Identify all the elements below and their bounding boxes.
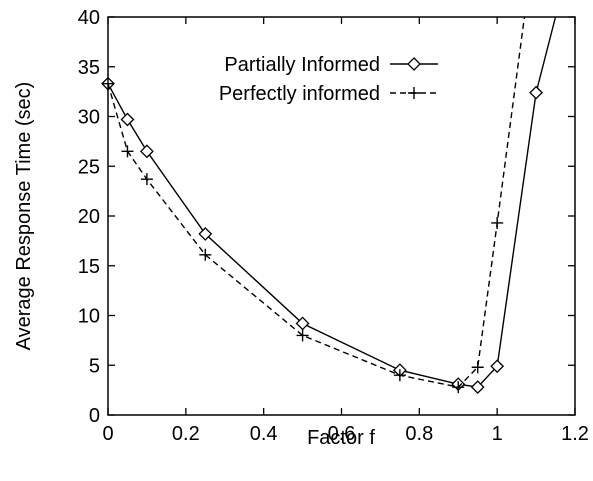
series-group — [101, 16, 557, 395]
y-tick-label: 20 — [78, 206, 100, 228]
x-tick-label: 0.4 — [250, 423, 278, 445]
legend-plus-marker — [408, 87, 420, 99]
x-tick-label: 1.2 — [561, 423, 589, 445]
plot-frame — [107, 16, 576, 416]
data-point-plus — [102, 77, 114, 90]
y-tick-label: 5 — [89, 355, 100, 377]
data-point-diamond — [529, 85, 544, 100]
y-axis-label: Average Response Time (sec) — [13, 82, 35, 351]
data-point-plus — [471, 361, 484, 374]
legend-label-perfectly-informed: Perfectly informed — [219, 83, 380, 105]
data-point-diamond — [139, 144, 154, 159]
data-point-diamond — [470, 380, 485, 395]
y-tick-label: 15 — [78, 256, 100, 278]
x-tick-label: 0.6 — [328, 423, 356, 445]
data-point-plus — [452, 381, 465, 394]
data-point-plus — [140, 173, 153, 186]
legend: Partially Informed Perfectly informed — [219, 54, 438, 105]
data-point-diamond — [120, 112, 135, 127]
data-point-diamond — [490, 359, 505, 374]
data-point-plus — [199, 248, 212, 261]
x-tick-label: 0.8 — [405, 423, 433, 445]
x-tick-label: 0 — [102, 423, 113, 445]
legend-diamond-marker — [407, 57, 421, 71]
y-tick-label: 0 — [89, 405, 100, 427]
series-line-perfectly-informed — [107, 16, 526, 388]
y-tick-label: 30 — [78, 107, 100, 129]
legend-label-partially-informed: Partially Informed — [224, 54, 380, 76]
ticks-group: 0 0.2 0.4 0.6 0.8 1 1.2 0 5 10 15 20 25 30 35 40 — [78, 7, 589, 445]
data-point-plus — [491, 216, 504, 229]
y-tick-label: 35 — [78, 57, 100, 79]
y-tick-label: 25 — [78, 156, 100, 178]
data-point-plus — [121, 145, 134, 158]
y-tick-label: 10 — [78, 306, 100, 328]
data-point-plus — [296, 329, 309, 342]
x-tick-label: 0.2 — [172, 423, 200, 445]
data-point-diamond — [198, 226, 213, 241]
y-tick-label: 40 — [78, 7, 100, 29]
x-axis-label: Factor f — [307, 427, 375, 449]
data-point-plus — [393, 369, 406, 382]
x-tick-label: 1 — [492, 423, 503, 445]
